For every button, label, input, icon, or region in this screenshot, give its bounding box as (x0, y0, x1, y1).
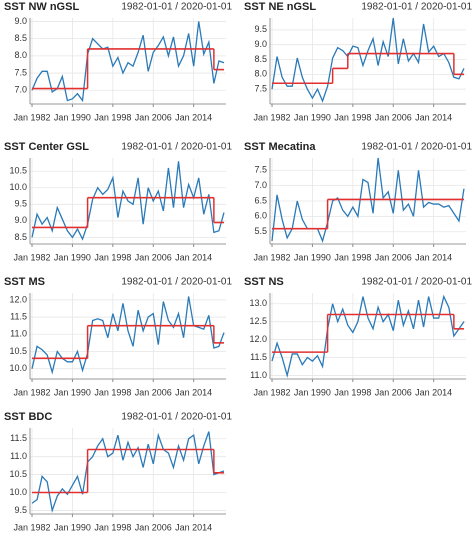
panel: SST BDC 1982-01-01 / 2020-01-01 9.5 10.0 10.… (4, 411, 232, 532)
panel-subtitle: 1982-01-01 / 2020-01-01 (361, 2, 472, 13)
y-tick-label: 11.5 (10, 433, 27, 443)
x-tick-label: Jan 2006 (375, 112, 412, 122)
y-tick-label: 5.5 (254, 226, 267, 236)
data-line (271, 17, 465, 103)
data-line (31, 431, 225, 513)
y-tick-label: 7.0 (254, 180, 267, 190)
y-tick-label: 12.5 (249, 316, 267, 326)
y-tick-label: 11.5 (10, 311, 27, 321)
x-tick-label: Jan 1998 (94, 387, 131, 397)
x-tick-label: Jan 2014 (175, 112, 212, 122)
y-tick-label: 11.0 (250, 370, 267, 380)
x-tick-label: Jan 1982 (13, 252, 50, 262)
y-tick-label: 12.0 (9, 294, 27, 304)
x-tick-label: Jan 2006 (375, 252, 412, 262)
y-tick-label: 9.5 (14, 505, 27, 515)
data-line (31, 21, 225, 103)
panel-subtitle: 1982-01-01 / 2020-01-01 (121, 2, 232, 13)
x-tick-label: Jan 2014 (415, 387, 452, 397)
panel-subtitle: 1982-01-01 / 2020-01-01 (121, 142, 232, 153)
x-tick-label: Jan 1998 (94, 522, 131, 532)
y-tick-label: 7.5 (14, 67, 27, 77)
y-tick-label: 9.5 (14, 199, 27, 209)
panel-title: SST BDC (4, 411, 52, 423)
x-tick-label: Jan 2006 (375, 387, 412, 397)
panel-subtitle: 1982-01-01 / 2020-01-01 (361, 277, 472, 288)
panel-subtitle: 1982-01-01 / 2020-01-01 (121, 412, 232, 423)
x-tick-label: Jan 1990 (54, 112, 91, 122)
x-tick-label: Jan 2006 (135, 387, 172, 397)
x-tick-label: Jan 1982 (13, 112, 50, 122)
y-tick-label: 11.5 (250, 352, 267, 362)
y-tick-label: 10.0 (9, 363, 27, 373)
x-tick-label: Jan 2014 (175, 522, 212, 532)
panel-title: SST NW nGSL (4, 1, 79, 13)
y-tick-label: 10.0 (9, 487, 27, 497)
panel-title: SST Mecatina (244, 141, 316, 153)
data-line (31, 161, 225, 241)
y-tick-label: 8.0 (14, 50, 27, 60)
y-tick-label: 10.5 (9, 346, 27, 356)
y-tick-label: 9.0 (14, 16, 27, 26)
x-tick-label: Jan 1998 (94, 252, 131, 262)
panel: SST NW nGSL 1982-01-01 / 2020-01-01 7.0 7.5… (4, 1, 232, 122)
x-tick-label: Jan 2014 (415, 112, 452, 122)
y-tick-label: 11.0 (10, 329, 27, 339)
y-tick-label: 8.5 (254, 54, 267, 64)
x-tick-label: Jan 1998 (94, 112, 131, 122)
y-tick-label: 8.5 (14, 232, 27, 242)
panel: SST NS 1982-01-01 / 2020-01-01 11.0 11.5 12.… (244, 276, 472, 397)
x-tick-label: Jan 1998 (334, 252, 371, 262)
y-tick-label: 8.5 (14, 33, 27, 43)
panel-subtitle: 1982-01-01 / 2020-01-01 (361, 142, 472, 153)
x-tick-label: Jan 1982 (253, 112, 290, 122)
panel: SST NE nGSL 1982-01-01 / 2020-01-01 7.5 8.0… (244, 1, 472, 122)
x-tick-label: Jan 1990 (294, 112, 331, 122)
y-tick-label: 8.0 (254, 69, 267, 79)
data-line (271, 294, 465, 379)
panel: SST Mecatina 1982-01-01 / 2020-01-01 5.5 6.… (244, 141, 472, 262)
x-tick-label: Jan 1982 (13, 522, 50, 532)
y-tick-label: 9.0 (254, 39, 267, 49)
y-tick-label: 12.0 (249, 334, 267, 344)
y-tick-label: 9.0 (14, 215, 27, 225)
y-tick-label: 10.5 (9, 166, 27, 176)
x-tick-label: Jan 1990 (294, 252, 331, 262)
panel-subtitle: 1982-01-01 / 2020-01-01 (121, 277, 232, 288)
x-tick-label: Jan 1998 (334, 112, 371, 122)
y-tick-label: 9.5 (254, 24, 267, 34)
panel-title: SST MS (4, 276, 45, 288)
x-tick-label: Jan 2006 (135, 252, 172, 262)
x-tick-label: Jan 1982 (13, 387, 50, 397)
x-tick-label: Jan 2014 (175, 387, 212, 397)
x-tick-label: Jan 1982 (253, 387, 290, 397)
x-tick-label: Jan 1998 (334, 387, 371, 397)
y-tick-label: 7.5 (254, 84, 267, 94)
panel: SST Center GSL 1982-01-01 / 2020-01-01 8.5… (4, 141, 232, 262)
panel: SST MS 1982-01-01 / 2020-01-01 10.0 10.5 11.… (4, 276, 232, 397)
x-tick-label: Jan 1982 (253, 252, 290, 262)
panel-title: SST Center GSL (4, 141, 89, 153)
y-tick-label: 7.0 (14, 85, 27, 95)
x-tick-label: Jan 1990 (294, 387, 331, 397)
y-tick-label: 7.5 (254, 165, 267, 175)
x-tick-label: Jan 2014 (175, 252, 212, 262)
y-tick-label: 11.0 (10, 451, 27, 461)
x-tick-label: Jan 2006 (135, 112, 172, 122)
panel-title: SST NS (244, 276, 284, 288)
y-tick-label: 10.5 (9, 469, 27, 479)
data-line (271, 157, 465, 243)
y-tick-label: 10.0 (9, 182, 27, 192)
x-tick-label: Jan 2006 (135, 522, 172, 532)
x-tick-label: Jan 2014 (415, 252, 452, 262)
x-tick-label: Jan 1990 (54, 522, 91, 532)
x-tick-label: Jan 1990 (54, 387, 91, 397)
y-tick-label: 13.0 (249, 298, 267, 308)
x-tick-label: Jan 1990 (54, 252, 91, 262)
data-line (31, 296, 225, 375)
panel-title: SST NE nGSL (244, 1, 316, 13)
y-tick-label: 6.5 (254, 195, 267, 205)
y-tick-label: 6.0 (254, 211, 267, 221)
